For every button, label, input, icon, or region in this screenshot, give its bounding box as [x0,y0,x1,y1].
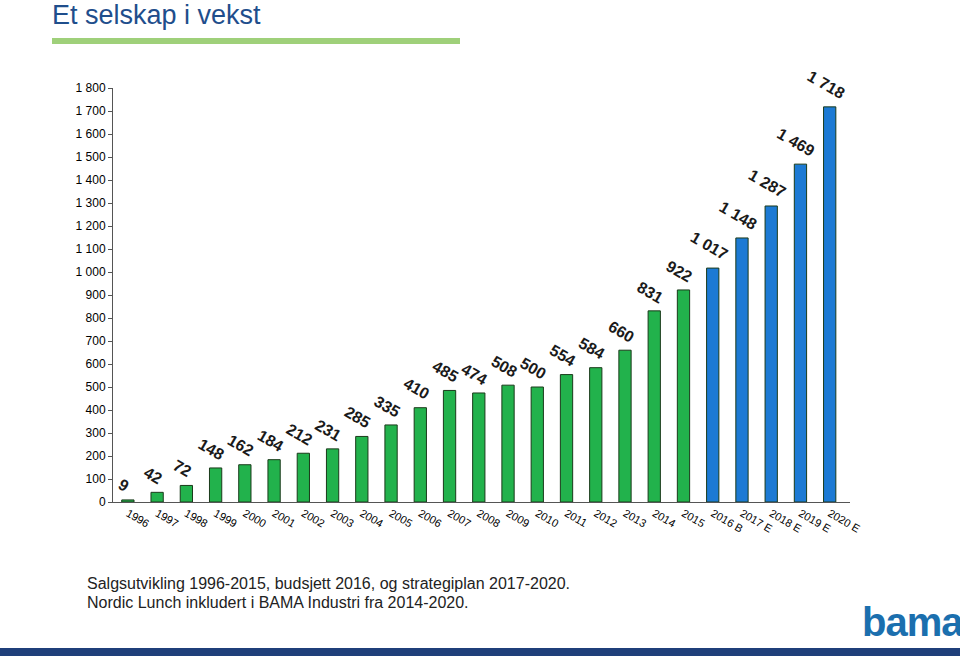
svg-text:72: 72 [170,457,194,481]
svg-text:0: 0 [99,495,106,509]
svg-text:2003: 2003 [329,507,356,530]
svg-text:1999: 1999 [212,507,239,530]
svg-text:2020 E: 2020 E [826,507,862,535]
svg-text:2014: 2014 [650,507,677,530]
svg-text:100: 100 [86,472,106,486]
svg-text:508: 508 [488,353,520,381]
svg-text:162: 162 [225,431,257,459]
svg-text:474: 474 [458,360,490,388]
svg-text:200: 200 [86,449,106,463]
svg-text:800: 800 [86,311,106,325]
svg-text:831: 831 [634,278,666,306]
html-text:Et selskap i vekst: Et selskap i vekst [52,0,261,30]
svg-text:1 287: 1 287 [746,166,789,201]
svg-text:2013: 2013 [621,507,648,530]
svg-text:554: 554 [547,341,579,369]
svg-text:1998: 1998 [183,507,210,530]
svg-text:231: 231 [312,416,344,444]
svg-text:2016 B: 2016 B [709,507,745,535]
svg-text:485: 485 [430,357,462,385]
svg-text:1 148: 1 148 [717,198,760,233]
svg-text:660: 660 [605,318,637,346]
svg-text:1 469: 1 469 [774,125,817,160]
svg-text:1 500: 1 500 [76,150,106,164]
svg-text:1 100: 1 100 [76,242,106,256]
svg-text:184: 184 [255,427,287,455]
svg-text:2017 E: 2017 E [738,507,774,535]
svg-text:1 400: 1 400 [76,173,106,187]
svg-text:212: 212 [283,420,315,448]
svg-text:2004: 2004 [358,507,385,530]
svg-text:2009: 2009 [504,507,531,530]
svg-text:2018 E: 2018 E [767,507,803,535]
svg-text:2010: 2010 [534,507,561,530]
svg-text:9: 9 [115,476,131,495]
svg-text:1 300: 1 300 [76,196,106,210]
html-text:Salgsutvikling 1996-2015, buds: Salgsutvikling 1996-2015, budsjett 2016,… [87,575,570,592]
svg-text:2008: 2008 [475,507,502,530]
svg-text:922: 922 [663,257,695,285]
svg-text:2012: 2012 [592,507,619,530]
svg-text:600: 600 [86,357,106,371]
svg-text:1 200: 1 200 [76,219,106,233]
svg-text:400: 400 [86,403,106,417]
svg-text:2000: 2000 [241,507,268,530]
svg-text:2002: 2002 [300,507,327,530]
html-text:Nordic Lunch inkludert i BAMA: Nordic Lunch inkludert i BAMA Industri f… [87,594,469,611]
svg-text:900: 900 [86,288,106,302]
svg-text:285: 285 [342,403,374,431]
svg-text:1 718: 1 718 [805,67,848,102]
svg-text:584: 584 [576,334,608,362]
svg-text:2019 E: 2019 E [797,507,833,535]
svg-text:2011: 2011 [563,507,589,529]
svg-text:1 800: 1 800 [76,81,106,95]
svg-text:2006: 2006 [417,507,444,530]
svg-text:1997: 1997 [153,507,180,530]
svg-text:42: 42 [141,464,165,488]
svg-text:2015: 2015 [680,507,707,530]
svg-text:700: 700 [86,334,106,348]
svg-text:1 700: 1 700 [76,104,106,118]
svg-text:335: 335 [371,393,403,421]
svg-text:410: 410 [401,375,433,403]
svg-text:500: 500 [86,380,106,394]
svg-text:1 000: 1 000 [76,265,106,279]
svg-text:1 600: 1 600 [76,127,106,141]
svg-text:2007: 2007 [446,507,473,530]
svg-text:1 017: 1 017 [688,228,731,263]
svg-text:1996: 1996 [124,507,151,530]
svg-text:2005: 2005 [387,507,414,530]
svg-text:2001: 2001 [270,507,297,530]
svg-text:148: 148 [195,435,227,463]
svg-text:500: 500 [517,354,549,382]
svg-text:300: 300 [86,426,106,440]
